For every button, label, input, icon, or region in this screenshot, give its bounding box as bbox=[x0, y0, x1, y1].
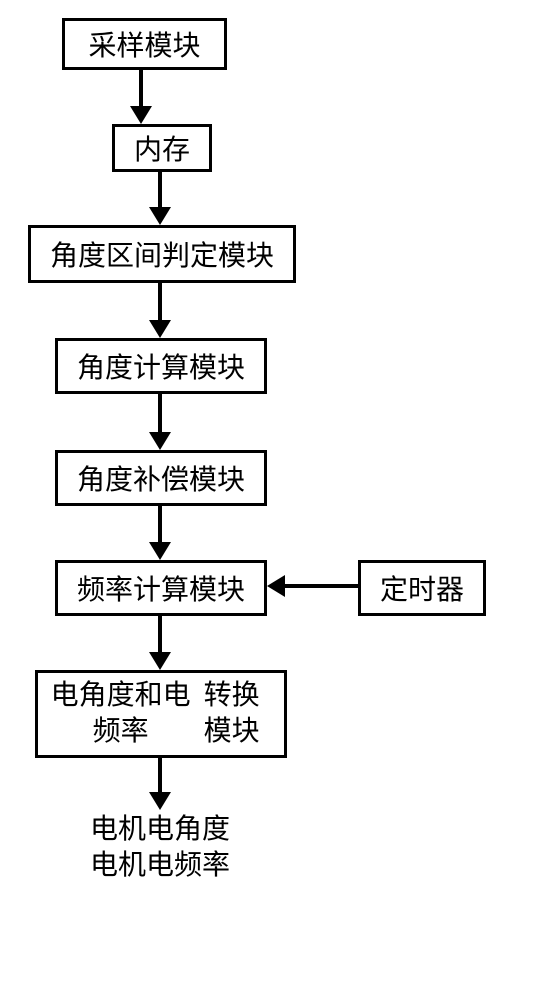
arrow-head bbox=[149, 207, 171, 225]
node-line: 电角度和电频率 bbox=[50, 678, 191, 751]
arrow-line bbox=[283, 584, 358, 588]
output-line1: 电机电角度 bbox=[90, 812, 230, 848]
node-n8: 电角度和电频率转换模块 bbox=[35, 670, 287, 758]
arrow-head bbox=[149, 320, 171, 338]
node-n5: 角度补偿模块 bbox=[55, 450, 267, 506]
arrow-line bbox=[158, 616, 162, 654]
node-n4: 角度计算模块 bbox=[55, 338, 267, 394]
node-line: 转换模块 bbox=[191, 678, 272, 751]
output-text: 电机电角度电机电频率 bbox=[90, 812, 230, 885]
arrow-head bbox=[149, 792, 171, 810]
arrow-head bbox=[149, 652, 171, 670]
arrow-line bbox=[139, 70, 143, 108]
node-n2: 内存 bbox=[112, 124, 212, 172]
node-n6: 频率计算模块 bbox=[55, 560, 267, 616]
arrow-head bbox=[149, 542, 171, 560]
output-line2: 电机电频率 bbox=[90, 848, 230, 884]
arrow-line bbox=[158, 758, 162, 794]
node-n3: 角度区间判定模块 bbox=[28, 225, 296, 283]
arrow-line bbox=[158, 394, 162, 434]
arrow-head bbox=[130, 106, 152, 124]
arrow-line bbox=[158, 283, 162, 322]
node-n1: 采样模块 bbox=[62, 18, 227, 70]
arrow-head bbox=[267, 575, 285, 597]
arrow-head bbox=[149, 432, 171, 450]
arrow-line bbox=[158, 506, 162, 544]
arrow-line bbox=[158, 172, 162, 209]
node-n7: 定时器 bbox=[358, 560, 486, 616]
